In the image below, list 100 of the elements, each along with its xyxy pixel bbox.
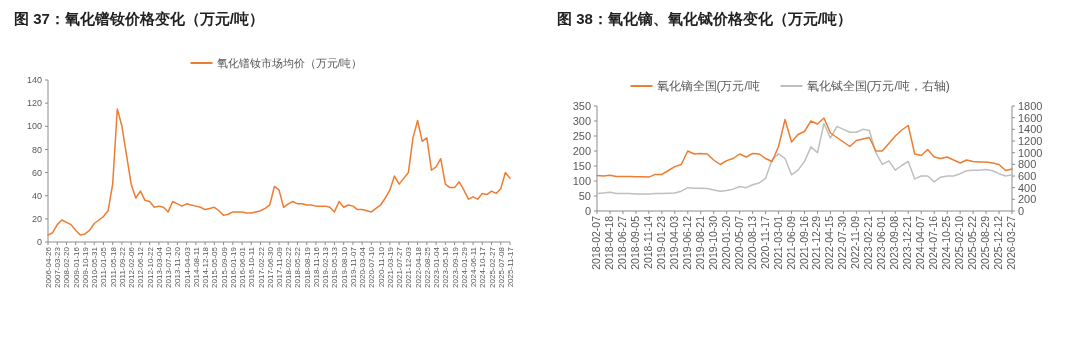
x-tick-label: 2008-02-20	[62, 246, 72, 288]
x-tick-label: 2021-03-19	[385, 246, 395, 288]
x-tick-label: 2024-07-16	[927, 215, 940, 270]
x-tick-label: 2020-08-13	[745, 215, 758, 270]
x-tick-label: 2019-11-07	[348, 246, 358, 288]
x-tick-label: 2011-05-18	[108, 246, 118, 288]
y-tick-label: 100	[572, 174, 591, 187]
x-tick-label: 2022-04-15	[823, 215, 836, 270]
x-tick-label: 2013-03-04	[154, 246, 164, 288]
x-tick-label: 2023-02-21	[862, 215, 875, 270]
y-tick-label: 0	[584, 204, 591, 217]
x-tick-label: 2020-11-17	[758, 215, 771, 269]
x-tick-label: 2012-06-12	[136, 246, 146, 288]
x-tick-label: 2014-12-18	[201, 246, 211, 288]
y2-tick-label: 1400	[1018, 123, 1043, 136]
x-tick-label: 2017-11-09	[275, 246, 284, 288]
x-tick-label: 2020-11-10	[376, 246, 386, 288]
legend-label: 氧化镝全国(万元/吨	[656, 79, 760, 94]
x-tick-label: 2019-04-03	[667, 215, 680, 270]
x-tick-label: 2025-11-17	[506, 246, 515, 288]
line-series	[596, 122, 1013, 195]
x-tick-label: 2014-08-11	[191, 246, 201, 288]
x-tick-label: 2009-01-16	[71, 246, 81, 288]
chart-title: 图 38：氧化镝、氧化铽价格变化（万元/吨）	[557, 10, 853, 27]
y2-tick-label: 1800	[1018, 99, 1043, 112]
x-tick-label: 2023-01-04	[432, 246, 442, 288]
x-tick-label: 2016-10-11	[247, 246, 257, 288]
x-tick-label: 2023-12-21	[901, 215, 914, 270]
x-tick-label: 2021-12-29	[810, 215, 823, 270]
x-tick-label: 2015-09-09	[219, 246, 229, 288]
y-tick-label: 250	[572, 129, 591, 142]
legend-label: 氧化镨钕市场均价（万元/吨）	[216, 56, 363, 69]
x-tick-label: 2025-02-27	[487, 246, 497, 288]
x-tick-label: 2013-07-10	[164, 246, 174, 288]
x-tick-label: 2026-03-27	[1005, 215, 1017, 270]
y-tick-label: 80	[31, 144, 42, 155]
x-tick-label: 2022-08-25	[422, 246, 432, 288]
x-tick-label: 2018-11-16	[311, 246, 321, 288]
x-tick-label: 2020-03-04	[358, 246, 368, 288]
y-tick-label: 20	[31, 214, 42, 225]
x-tick-label: 2019-06-12	[680, 215, 693, 270]
x-tick-label: 2012-10-22	[145, 246, 155, 288]
y2-tick-label: 1200	[1018, 134, 1043, 147]
x-tick-label: 2025-08-29	[979, 215, 992, 270]
y-tick-label: 40	[31, 190, 42, 201]
x-tick-label: 2018-05-22	[293, 246, 303, 288]
y2-tick-label: 0	[1018, 204, 1025, 217]
x-tick-label: 2025-05-22	[966, 215, 979, 270]
x-tick-label: 2025-02-10	[953, 215, 966, 270]
x-tick-label: 2021-03-01	[771, 215, 784, 270]
x-tick-label: 2023-09-19	[450, 246, 460, 288]
y2-tick-label: 600	[1018, 169, 1037, 182]
y-tick-label: 140	[26, 75, 42, 86]
y-tick-label: 300	[572, 114, 591, 127]
y-tick-label: 120	[26, 98, 42, 109]
x-tick-label: 2019-08-10	[339, 246, 349, 288]
x-tick-label: 2023-05-16	[441, 246, 451, 288]
y-tick-label: 200	[572, 144, 591, 157]
x-tick-label: 2023-06-01	[875, 215, 888, 270]
x-tick-label: 2011-01-05	[99, 246, 109, 288]
x-tick-label: 2025-07-08	[496, 246, 506, 288]
x-tick-label: 2018-02-07	[590, 215, 602, 270]
y-tick-label: 0	[36, 237, 42, 248]
x-tick-label: 2021-06-09	[784, 215, 797, 270]
x-tick-label: 2024-10-17	[478, 246, 488, 288]
y2-tick-label: 1000	[1018, 146, 1043, 159]
chart-title: 图 37：氧化镨钕价格变化（万元/吨）	[14, 10, 265, 27]
x-tick-label: 2018-09-05	[628, 215, 641, 270]
x-tick-label: 2018-11-14	[641, 215, 654, 269]
x-tick-label: 2024-04-07	[914, 215, 927, 270]
line-series	[596, 117, 1013, 178]
x-tick-label: 2020-01-20	[719, 215, 732, 270]
x-tick-label: 2024-01-29	[459, 246, 469, 288]
x-tick-label: 2019-01-23	[654, 215, 667, 270]
y2-tick-label: 400	[1018, 181, 1037, 194]
x-tick-label: 2021-09-16	[797, 215, 810, 270]
y2-tick-label: 200	[1018, 193, 1037, 206]
x-tick-label: 2013-11-20	[173, 246, 183, 288]
y-tick-label: 150	[572, 159, 591, 172]
x-tick-label: 2016-06-01	[238, 246, 248, 288]
x-tick-label: 2019-10-30	[706, 215, 719, 270]
legend-label: 氧化铽全国(万元/吨，右轴)	[806, 79, 950, 94]
x-tick-label: 2022-04-18	[413, 246, 423, 288]
x-tick-label: 2007-03-23	[53, 246, 63, 288]
x-tick-label: 2025-12-12	[992, 215, 1005, 270]
x-tick-label: 2024-06-11	[469, 246, 479, 288]
x-tick-label: 2019-08-21	[693, 215, 706, 270]
x-tick-label: 2014-04-03	[182, 246, 192, 288]
y2-tick-label: 1600	[1018, 111, 1043, 124]
x-tick-label: 2023-09-08	[888, 215, 901, 270]
x-tick-label: 2017-06-30	[265, 246, 275, 288]
x-tick-label: 2021-07-27	[395, 246, 405, 288]
x-tick-label: 2018-06-27	[615, 215, 628, 270]
x-tick-label: 2006-04-26	[44, 246, 53, 288]
y-tick-label: 60	[31, 167, 42, 178]
y-tick-label: 50	[578, 189, 591, 202]
x-tick-label: 2010-05-31	[90, 246, 100, 288]
x-tick-label: 2022-11-09	[849, 215, 862, 269]
x-tick-label: 2009-10-19	[80, 246, 90, 288]
x-tick-label: 2024-10-25	[940, 215, 953, 270]
